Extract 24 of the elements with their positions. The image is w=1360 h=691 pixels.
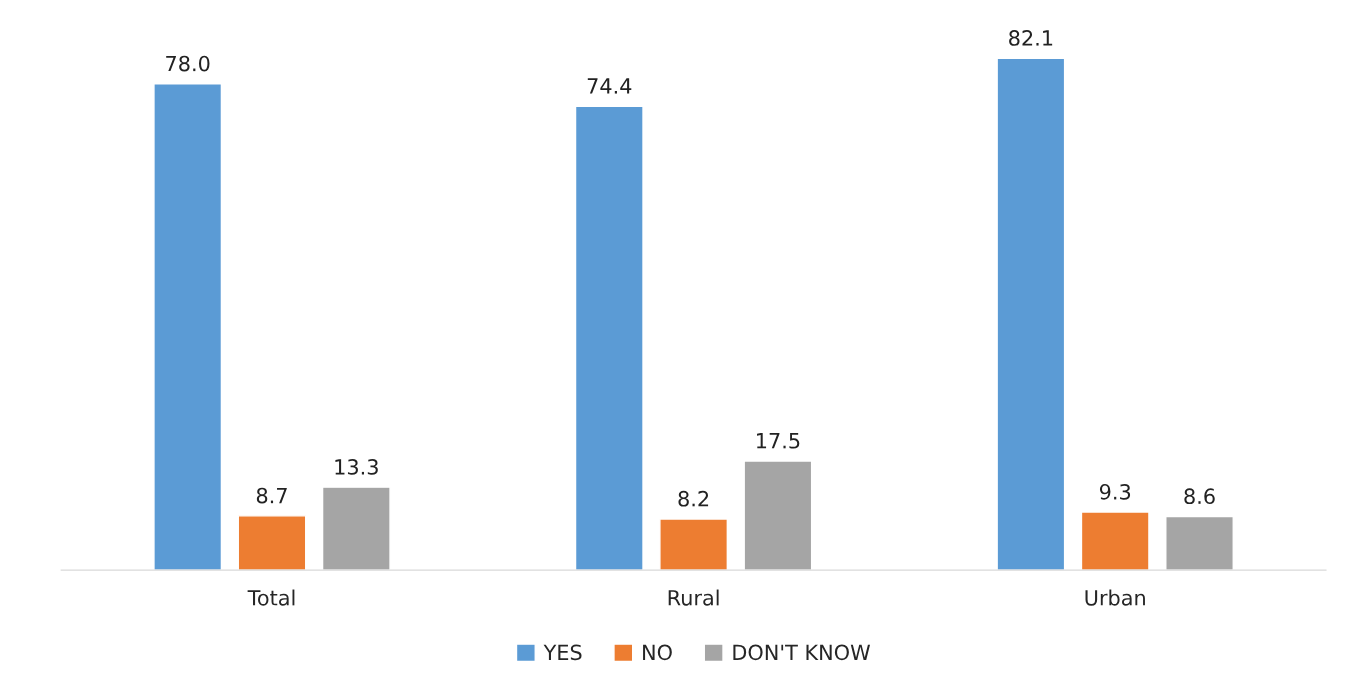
x-tick-label: Urban <box>1085 589 1145 606</box>
bar <box>1165 515 1234 571</box>
data-label: 9.3 <box>1099 483 1131 500</box>
data-label: 8.2 <box>678 490 709 507</box>
data-label: 8.7 <box>256 487 287 504</box>
x-tick-label: Rural <box>668 589 719 606</box>
bar <box>659 518 729 571</box>
legend-label: YES <box>543 644 582 661</box>
bar <box>743 460 813 571</box>
bar <box>996 57 1066 571</box>
legend-label: DON'T KNOW <box>733 644 871 661</box>
data-label: 78.0 <box>166 55 210 72</box>
bar <box>153 83 223 571</box>
data-label: 8.6 <box>1184 488 1215 505</box>
x-tick-label: Total <box>247 589 295 606</box>
bar <box>1080 511 1150 571</box>
bar <box>237 515 307 571</box>
data-label: 13.3 <box>335 459 378 475</box>
legend-label: NO <box>643 644 672 661</box>
bar <box>574 105 644 571</box>
data-label: 82.1 <box>1009 30 1053 46</box>
bar <box>321 486 391 571</box>
data-label: 74.4 <box>587 78 632 94</box>
data-label: 17.5 <box>757 433 800 449</box>
